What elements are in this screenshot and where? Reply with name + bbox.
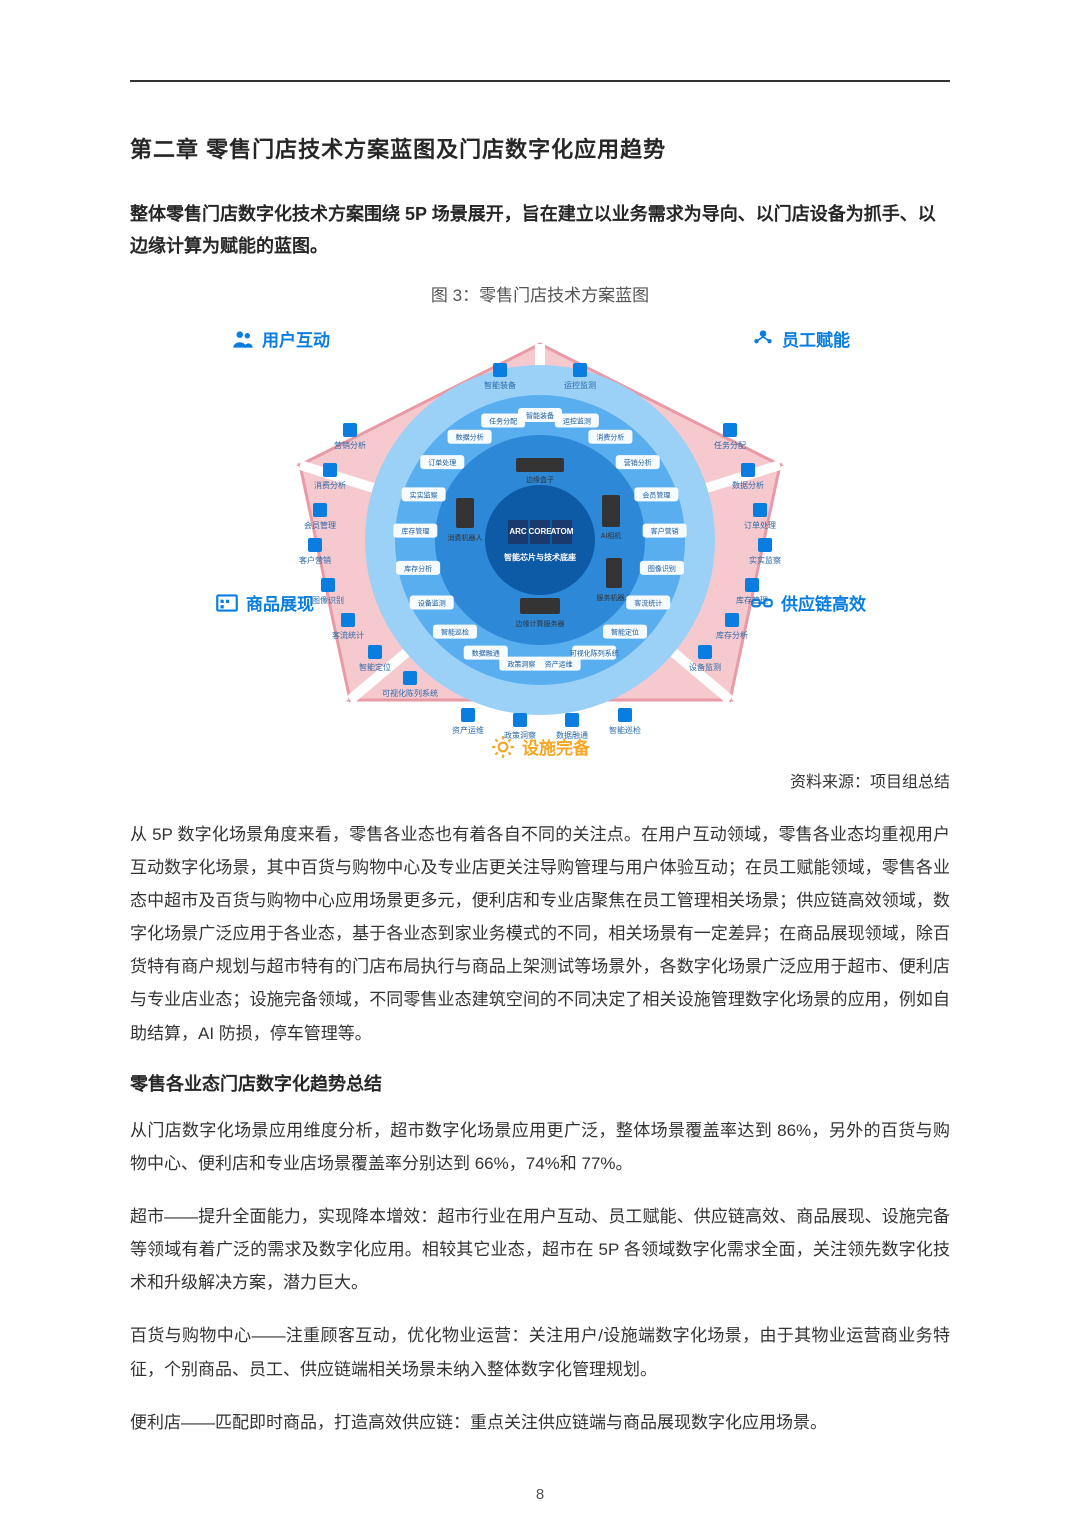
svg-text:会员管理: 会员管理 <box>304 520 336 530</box>
corner-staff-empower: 员工赋能 <box>750 326 850 352</box>
body-paragraph-4: 百货与购物中心——注重顾客互动，优化物业运营：关注用户/设施端数字化场景，由于其… <box>130 1319 950 1385</box>
product-icon <box>214 590 240 616</box>
svg-text:实实监察: 实实监察 <box>749 555 781 565</box>
svg-text:智能装备: 智能装备 <box>484 380 516 390</box>
svg-text:资产运维: 资产运维 <box>545 659 573 668</box>
top-rule <box>130 80 950 82</box>
body-paragraph-1: 从 5P 数字化场景角度来看，零售各业态也有着各自不同的关注点。在用户互动领域，… <box>130 818 950 1050</box>
svg-text:政策洞察: 政策洞察 <box>507 659 535 668</box>
svg-text:任务分配: 任务分配 <box>714 440 746 450</box>
corner-label: 供应链高效 <box>781 590 866 615</box>
svg-text:智能定位: 智能定位 <box>359 662 391 672</box>
svg-text:实实监察: 实实监察 <box>410 490 438 499</box>
corner-label: 用户互动 <box>262 326 330 351</box>
svg-text:资产运维: 资产运维 <box>452 725 484 735</box>
sub-heading: 零售各业态门店数字化趋势总结 <box>130 1070 950 1096</box>
svg-text:智能装备: 智能装备 <box>526 411 554 420</box>
svg-text:可视化陈列系统: 可视化陈列系统 <box>382 688 438 698</box>
svg-text:库存分析: 库存分析 <box>716 630 748 640</box>
svg-text:消费分析: 消费分析 <box>596 433 624 442</box>
gear-icon <box>490 734 516 760</box>
users-icon <box>230 326 256 352</box>
svg-text:消费分析: 消费分析 <box>314 480 346 490</box>
svg-text:设备监测: 设备监测 <box>418 598 446 607</box>
chip-label: CORE <box>528 527 552 536</box>
svg-text:任务分配: 任务分配 <box>489 416 517 425</box>
svg-text:客流统计: 客流统计 <box>634 598 662 607</box>
corner-product-display: 商品展现 <box>214 590 314 616</box>
staff-icon <box>750 326 776 352</box>
svg-text:运控监测: 运控监测 <box>564 380 596 390</box>
svg-text:数据分析: 数据分析 <box>456 433 484 442</box>
corner-label: 员工赋能 <box>782 326 850 351</box>
lead-paragraph: 整体零售门店数字化技术方案围绕 5P 场景展开，旨在建立以业务需求为导向、以门店… <box>130 198 950 263</box>
svg-text:智能巡检: 智能巡检 <box>441 627 469 636</box>
figure-caption: 图 3：零售门店技术方案蓝图 <box>130 281 950 306</box>
svg-text:消费机器人: 消费机器人 <box>448 533 483 542</box>
svg-text:边缘计算服务器: 边缘计算服务器 <box>516 619 565 628</box>
body-paragraph-5: 便利店——匹配即时商品，打造高效供应链：重点关注供应链端与商品展现数字化应用场景… <box>130 1406 950 1439</box>
corner-user-interaction: 用户互动 <box>230 326 330 352</box>
body-paragraph-3: 超市——提升全面能力，实现降本增效：超市行业在用户互动、员工赋能、供应链高效、商… <box>130 1200 950 1299</box>
svg-text:客户营销: 客户营销 <box>651 526 679 535</box>
center-label: 智能芯片与技术底座 <box>504 552 576 562</box>
figure-source: 资料来源：项目组总结 <box>130 768 950 792</box>
body-paragraph-2: 从门店数字化场景应用维度分析，超市数字化场景应用更广泛，整体场景覆盖率达到 86… <box>130 1114 950 1180</box>
svg-text:库存管理: 库存管理 <box>401 526 429 535</box>
corner-supply-chain: 供应链高效 <box>749 590 866 616</box>
svg-text:客户营销: 客户营销 <box>299 555 331 565</box>
svg-text:服务机器人: 服务机器人 <box>597 593 632 602</box>
diagram-svg: ARC CORE ATOM 智能芯片与技术底座 边缘盒子 AI相机 消费机器人 … <box>220 320 860 760</box>
svg-text:营销分析: 营销分析 <box>334 440 366 450</box>
svg-text:数据融通: 数据融通 <box>472 648 500 657</box>
svg-text:可视化陈列系统: 可视化陈列系统 <box>570 648 619 657</box>
svg-text:客流统计: 客流统计 <box>332 630 364 640</box>
svg-text:运控监测: 运控监测 <box>563 416 591 425</box>
svg-text:图像识别: 图像识别 <box>648 564 676 573</box>
svg-text:会员管理: 会员管理 <box>642 490 670 499</box>
chapter-title: 第二章 零售门店技术方案蓝图及门店数字化应用趋势 <box>130 132 950 164</box>
corner-facilities: 设施完备 <box>490 734 590 760</box>
page-number: 8 <box>536 1486 544 1503</box>
svg-text:设备监测: 设备监测 <box>689 662 721 672</box>
svg-text:AI相机: AI相机 <box>601 531 622 540</box>
svg-text:营销分析: 营销分析 <box>624 458 652 467</box>
chain-icon <box>749 590 775 616</box>
svg-text:图像识别: 图像识别 <box>312 595 344 605</box>
svg-text:智能巡检: 智能巡检 <box>609 725 641 735</box>
svg-text:订单处理: 订单处理 <box>428 458 456 467</box>
corner-label: 设施完备 <box>522 734 590 759</box>
chip-label: ATOM <box>551 527 574 536</box>
svg-text:库存分析: 库存分析 <box>404 564 432 573</box>
svg-text:数据分析: 数据分析 <box>732 480 764 490</box>
svg-text:智能定位: 智能定位 <box>611 627 639 636</box>
chip-label: ARC <box>509 527 527 536</box>
corner-label: 商品展现 <box>246 590 314 615</box>
svg-text:订单处理: 订单处理 <box>744 520 776 530</box>
svg-text:边缘盒子: 边缘盒子 <box>526 475 554 484</box>
blueprint-diagram: 用户互动 员工赋能 商品展现 供应链高效 设施完备 <box>220 320 860 760</box>
